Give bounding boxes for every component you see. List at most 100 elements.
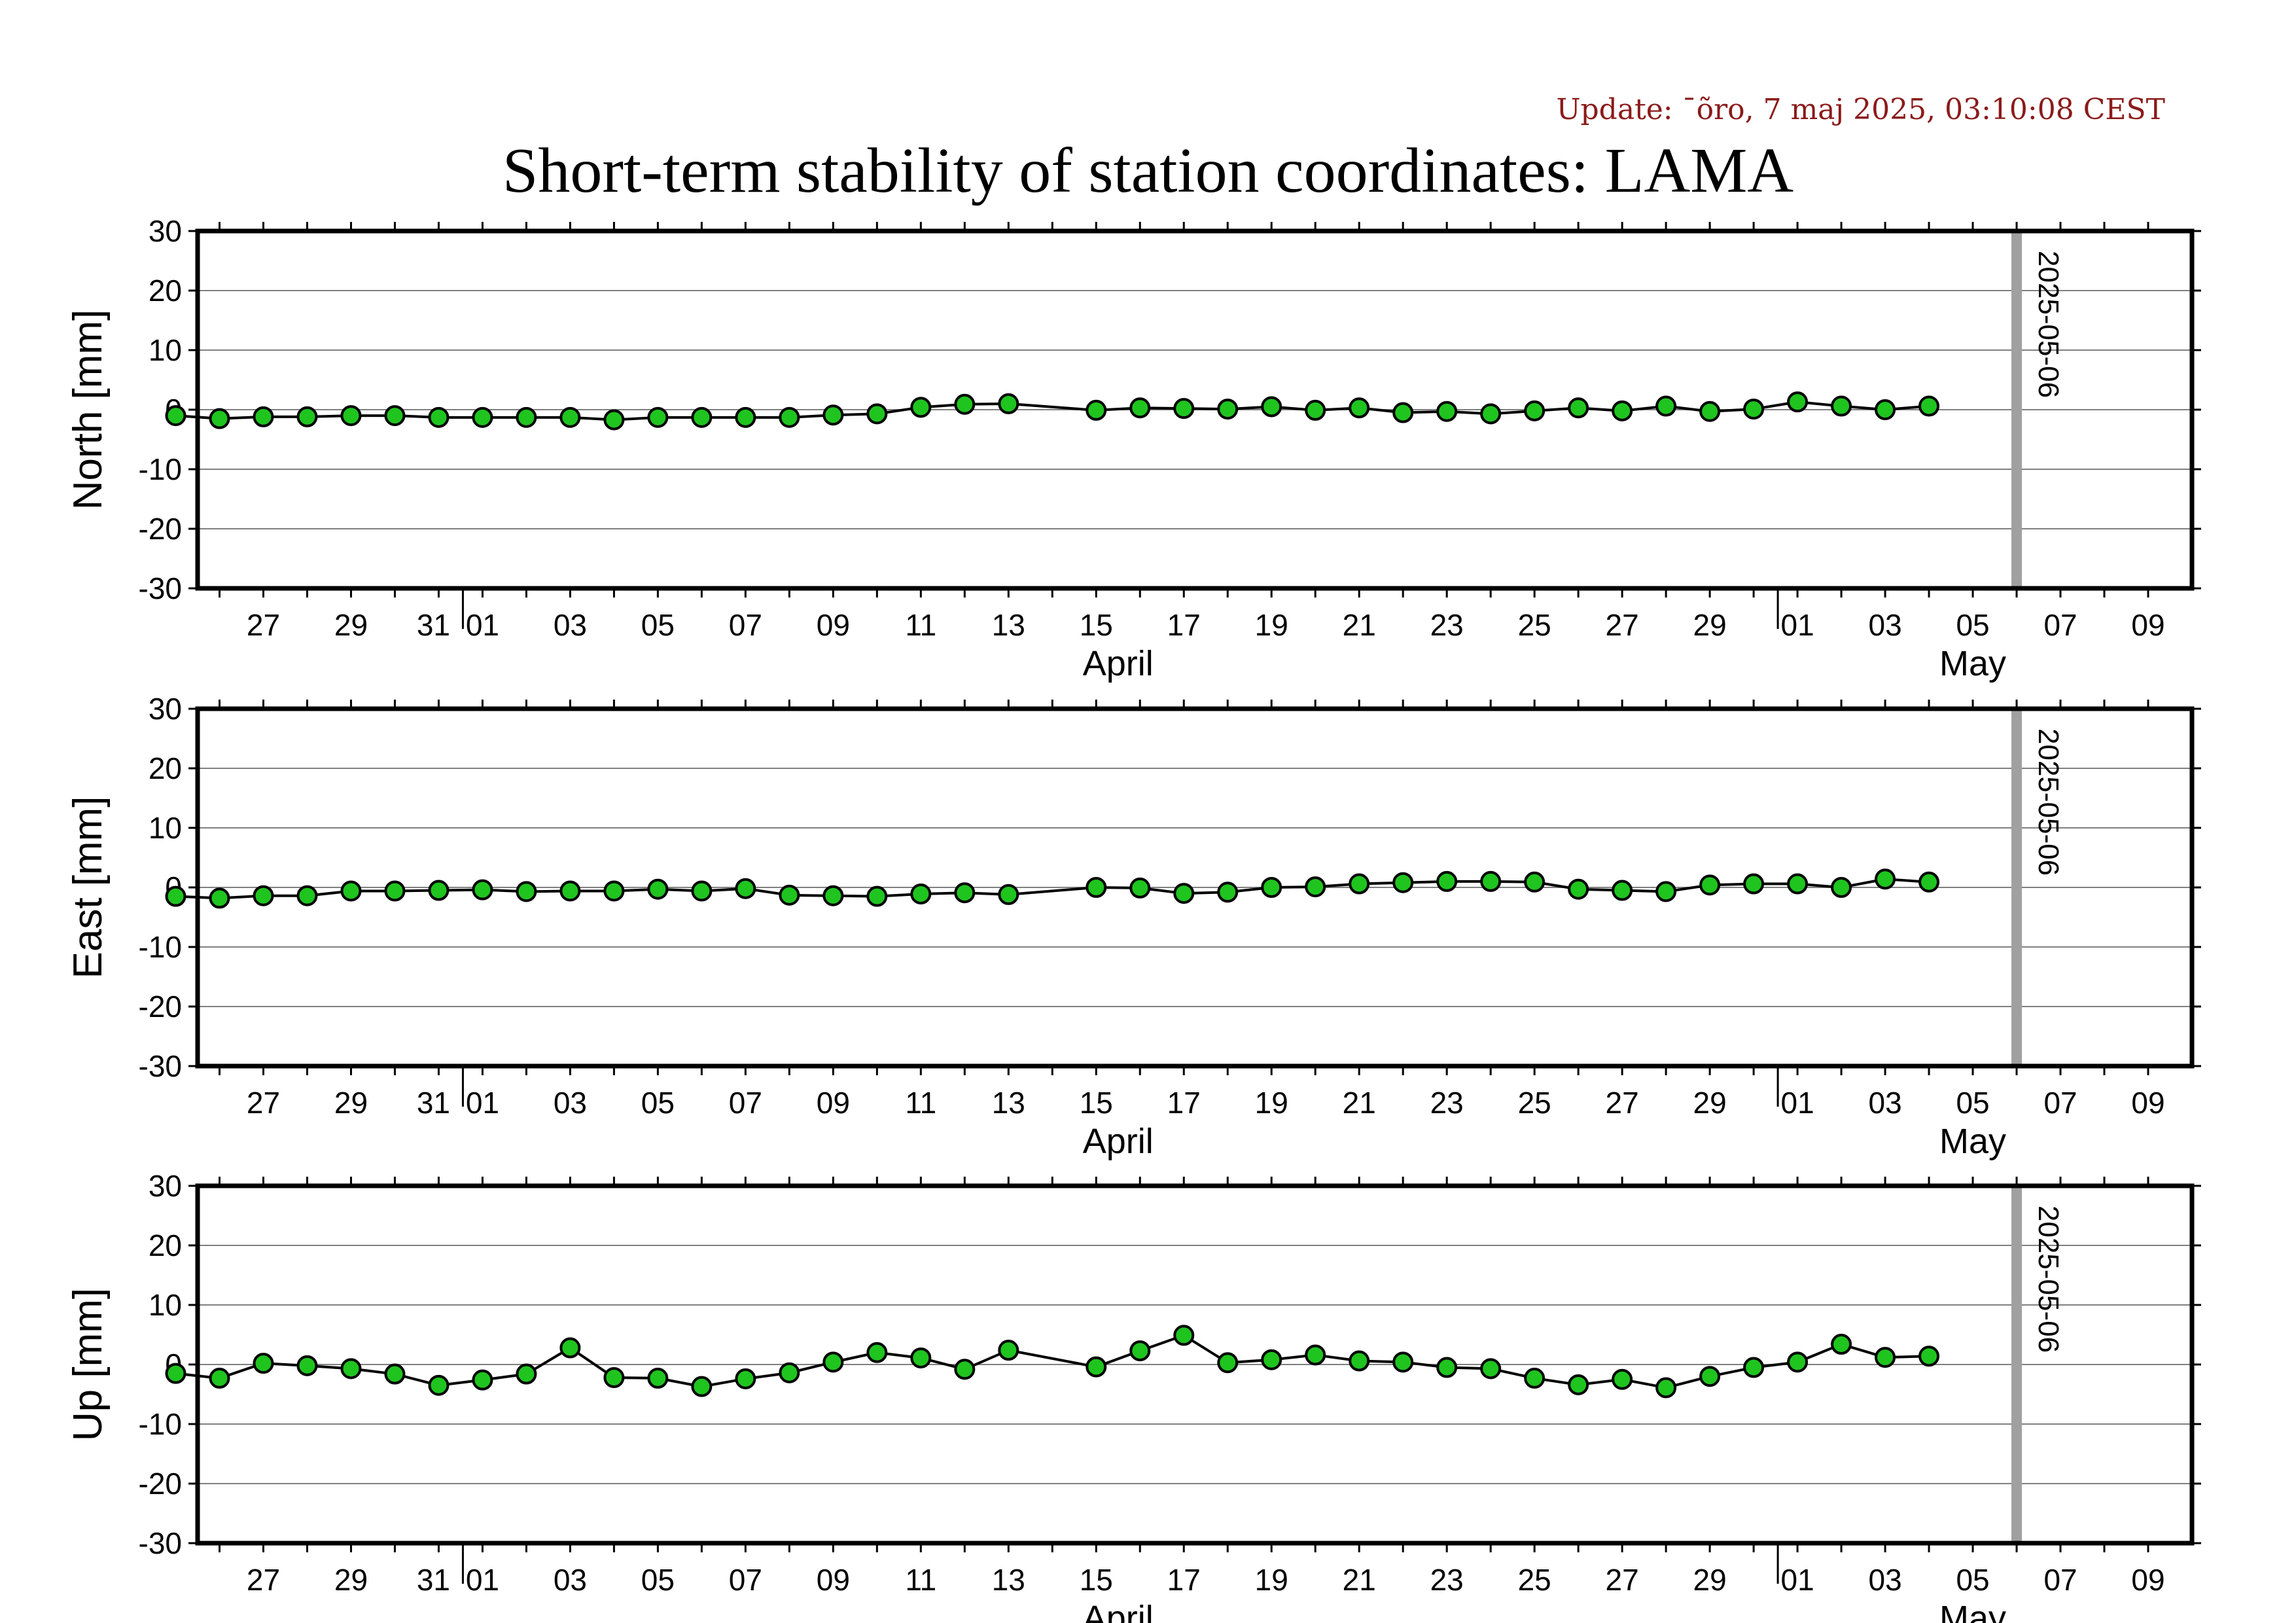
data-point [559,880,581,902]
x-tick-label: 27 [247,1563,280,1597]
data-point [1480,403,1502,425]
data-point [1524,400,1545,421]
x-tick-label: 09 [2131,1563,2164,1597]
data-point [1436,401,1458,422]
data-point [1217,1352,1239,1374]
data-point [253,885,274,906]
plot-frame [195,228,2195,591]
x-tick-label: 15 [1080,608,1113,642]
x-tick-label: 13 [992,608,1025,642]
x-tick-label: 07 [729,1086,762,1120]
data-point [296,406,318,427]
data-point [1699,874,1721,896]
x-tick-label: 07 [2043,1563,2077,1597]
data-point [209,408,230,429]
x-tick-label: 03 [554,1086,587,1120]
data-point [1787,1351,1809,1373]
data-point [1831,1334,1852,1355]
data-point [1392,402,1414,423]
x-tick-label: 31 [417,1563,450,1597]
data-point [1261,877,1282,898]
x-tick-label: 03 [554,1563,587,1597]
data-point [165,885,186,907]
x-tick-label: 25 [1518,608,1551,642]
data-point [559,406,581,428]
data-point [866,1342,888,1363]
y-axis-label: East [mm] [65,796,111,978]
plot-frame [195,706,2195,1069]
series-line [175,401,1930,421]
y-tick-label: 20 [149,274,182,308]
x-tick-label: 09 [817,1086,850,1120]
series-line [175,1334,1930,1389]
data-point [253,406,274,427]
data-point [1436,1357,1458,1378]
data-point [1305,1344,1326,1366]
x-tick-label: 01 [466,1563,499,1597]
x-tick-label: 01 [1781,608,1814,642]
x-tick-label: 05 [1956,1086,1989,1120]
x-tick-label: 13 [992,1086,1025,1120]
data-point [866,885,888,907]
x-tick-label: 15 [1080,1086,1113,1120]
data-point [1612,1368,1633,1390]
y-axis-label: North [mm] [65,310,111,510]
x-tick-label: 23 [1430,608,1464,642]
y-tick-label: -30 [139,571,182,605]
data-point [1173,398,1195,419]
data-point [1699,1366,1721,1387]
data-point [1655,395,1677,417]
x-tick-label: 27 [1606,1563,1639,1597]
data-point [1349,873,1370,895]
data-point [1349,397,1370,419]
data-point [472,406,493,428]
x-tick-label: 01 [466,1086,499,1120]
y-tick-label: 10 [149,811,182,845]
data-point [1524,1367,1545,1389]
data-point [954,393,976,415]
data-point [910,883,932,905]
data-point [1612,400,1633,421]
reference-date-label: 2025-05-06 [2032,728,2064,876]
data-point [165,1363,186,1384]
x-tick-label: 29 [334,1563,368,1597]
data-point [428,406,450,428]
data-point [603,409,625,431]
x-tick-label: 19 [1255,1563,1288,1597]
data-point [1918,395,1940,417]
data-point [1129,877,1151,899]
x-tick-label: 23 [1430,1563,1464,1597]
data-point [472,879,493,901]
data-point [384,405,406,427]
x-tick-label: 03 [1868,608,1901,642]
data-point [998,393,1019,414]
data-point [1480,870,1502,892]
y-tick-label: 20 [149,1228,182,1262]
data-point [1743,1357,1765,1378]
y-tick-label: 30 [149,214,182,248]
data-point [1568,397,1589,419]
data-point [1568,1374,1589,1395]
data-point [1086,877,1107,898]
page-title: Short-term stability of station coordina… [502,135,1794,206]
data-point [1349,1350,1370,1372]
reference-date-marker [2011,231,2022,588]
x-tick-label: 01 [466,608,499,642]
data-point [779,406,800,428]
data-point [384,880,406,902]
x-tick-label: 19 [1255,608,1288,642]
series-line [175,878,1930,900]
data-point [1875,868,1896,890]
data-point [779,1362,800,1383]
data-point [603,1367,625,1389]
y-tick-label: -30 [139,1526,182,1560]
x-tick-label: 25 [1518,1086,1551,1120]
y-axis-label: Up [mm] [65,1288,111,1441]
data-point [779,884,800,906]
data-point [735,1368,756,1389]
x-tick-label: 05 [641,1086,675,1120]
